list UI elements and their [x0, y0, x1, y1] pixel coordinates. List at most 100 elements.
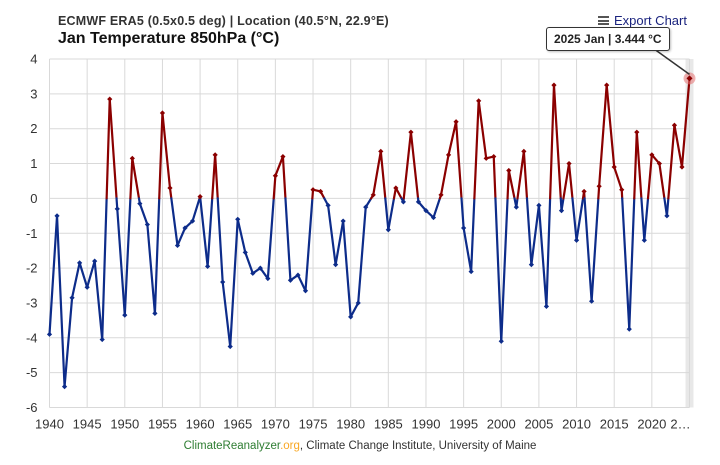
data-point[interactable] — [596, 183, 602, 189]
credit-site-name[interactable]: ClimateReanalyzer — [183, 440, 281, 452]
data-point[interactable] — [430, 214, 437, 221]
credit-institution: , Climate Change Institute, University o… — [299, 440, 537, 452]
data-point[interactable] — [144, 221, 150, 228]
data-point[interactable] — [551, 82, 557, 88]
data-point[interactable] — [378, 148, 384, 154]
series-segment — [153, 197, 161, 315]
data-point[interactable] — [536, 202, 542, 208]
data-point[interactable] — [604, 82, 610, 88]
data-point[interactable] — [242, 249, 248, 256]
data-point[interactable] — [664, 213, 670, 219]
data-point[interactable] — [370, 192, 376, 198]
data-point[interactable] — [61, 383, 68, 390]
data-point[interactable] — [671, 122, 678, 128]
data-point[interactable] — [589, 298, 595, 304]
data-point[interactable] — [114, 206, 120, 212]
data-point[interactable] — [423, 207, 429, 214]
data-point[interactable] — [573, 237, 580, 243]
data-point[interactable] — [656, 160, 662, 167]
data-point[interactable] — [619, 187, 625, 193]
data-point[interactable] — [174, 242, 181, 249]
data-point[interactable] — [363, 204, 369, 210]
data-point[interactable] — [506, 167, 512, 174]
data-point[interactable] — [84, 284, 90, 290]
series-segment — [462, 226, 473, 273]
data-point[interactable] — [310, 187, 316, 193]
series-segment — [161, 111, 172, 190]
x-tick-label: 2015 — [600, 417, 629, 432]
data-point[interactable] — [498, 338, 504, 344]
data-point[interactable] — [491, 153, 497, 160]
data-point[interactable] — [558, 207, 565, 214]
data-point[interactable] — [182, 225, 188, 231]
data-point[interactable] — [445, 152, 452, 158]
highlight-marker[interactable] — [686, 75, 693, 82]
data-point[interactable] — [641, 237, 647, 243]
data-point[interactable] — [468, 268, 474, 275]
data-point[interactable] — [333, 262, 339, 268]
data-point[interactable] — [257, 265, 263, 271]
data-point[interactable] — [189, 218, 196, 224]
data-point[interactable] — [408, 129, 414, 135]
data-point[interactable] — [483, 155, 489, 161]
data-point[interactable] — [280, 153, 286, 160]
credit-site-domain[interactable]: .org — [280, 440, 300, 452]
data-point[interactable] — [302, 288, 309, 294]
data-point[interactable] — [348, 314, 354, 320]
data-point[interactable] — [476, 98, 482, 104]
data-point[interactable] — [317, 188, 324, 195]
series-segment — [646, 153, 653, 200]
data-point[interactable] — [69, 295, 75, 301]
data-point[interactable] — [46, 331, 53, 337]
series-segment — [432, 197, 441, 219]
data-point[interactable] — [355, 300, 361, 306]
data-point[interactable] — [137, 201, 143, 207]
data-point[interactable] — [272, 173, 278, 179]
data-point[interactable] — [325, 202, 331, 208]
data-point[interactable] — [581, 188, 587, 195]
data-point[interactable] — [92, 258, 98, 264]
data-point[interactable] — [220, 279, 226, 285]
data-point[interactable] — [205, 263, 211, 269]
data-point[interactable] — [235, 216, 241, 222]
data-point[interactable] — [107, 96, 113, 102]
data-point[interactable] — [54, 213, 60, 219]
data-point[interactable] — [566, 160, 572, 167]
series-segment — [613, 165, 623, 191]
data-point[interactable] — [611, 164, 617, 170]
data-point[interactable] — [77, 260, 83, 266]
series-segment — [236, 218, 247, 254]
data-point[interactable] — [122, 312, 128, 318]
data-point[interactable] — [197, 194, 203, 200]
data-point[interactable] — [453, 119, 459, 125]
data-point[interactable] — [250, 270, 256, 276]
data-point[interactable] — [340, 218, 346, 224]
data-point[interactable] — [438, 192, 444, 198]
data-point[interactable] — [152, 310, 158, 317]
data-point[interactable] — [129, 155, 135, 161]
data-point[interactable] — [528, 262, 534, 268]
data-point[interactable] — [385, 227, 391, 233]
data-point[interactable] — [461, 225, 467, 231]
x-axis-ticks: 1940 1945 1950 1955 1960 1965 1970 1975 1980 1985… — [35, 417, 691, 432]
data-point[interactable] — [159, 110, 166, 116]
data-point[interactable] — [649, 152, 655, 158]
data-point[interactable] — [679, 164, 685, 170]
data-point[interactable] — [212, 152, 218, 158]
y-tick-label: -4 — [26, 330, 38, 345]
export-chart-button[interactable]: Export Chart — [598, 13, 687, 28]
data-point[interactable] — [521, 148, 527, 154]
data-point[interactable] — [393, 185, 399, 191]
data-point[interactable] — [626, 326, 632, 332]
data-point[interactable] — [265, 275, 271, 282]
data-point[interactable] — [99, 336, 105, 343]
data-point[interactable] — [295, 272, 301, 278]
data-point[interactable] — [287, 277, 294, 283]
data-point[interactable] — [227, 343, 233, 350]
data-point[interactable] — [513, 204, 519, 210]
data-point[interactable] — [543, 303, 550, 310]
data-point[interactable] — [167, 185, 173, 191]
data-point[interactable] — [400, 199, 406, 205]
data-point[interactable] — [634, 129, 640, 135]
data-point[interactable] — [415, 199, 422, 205]
